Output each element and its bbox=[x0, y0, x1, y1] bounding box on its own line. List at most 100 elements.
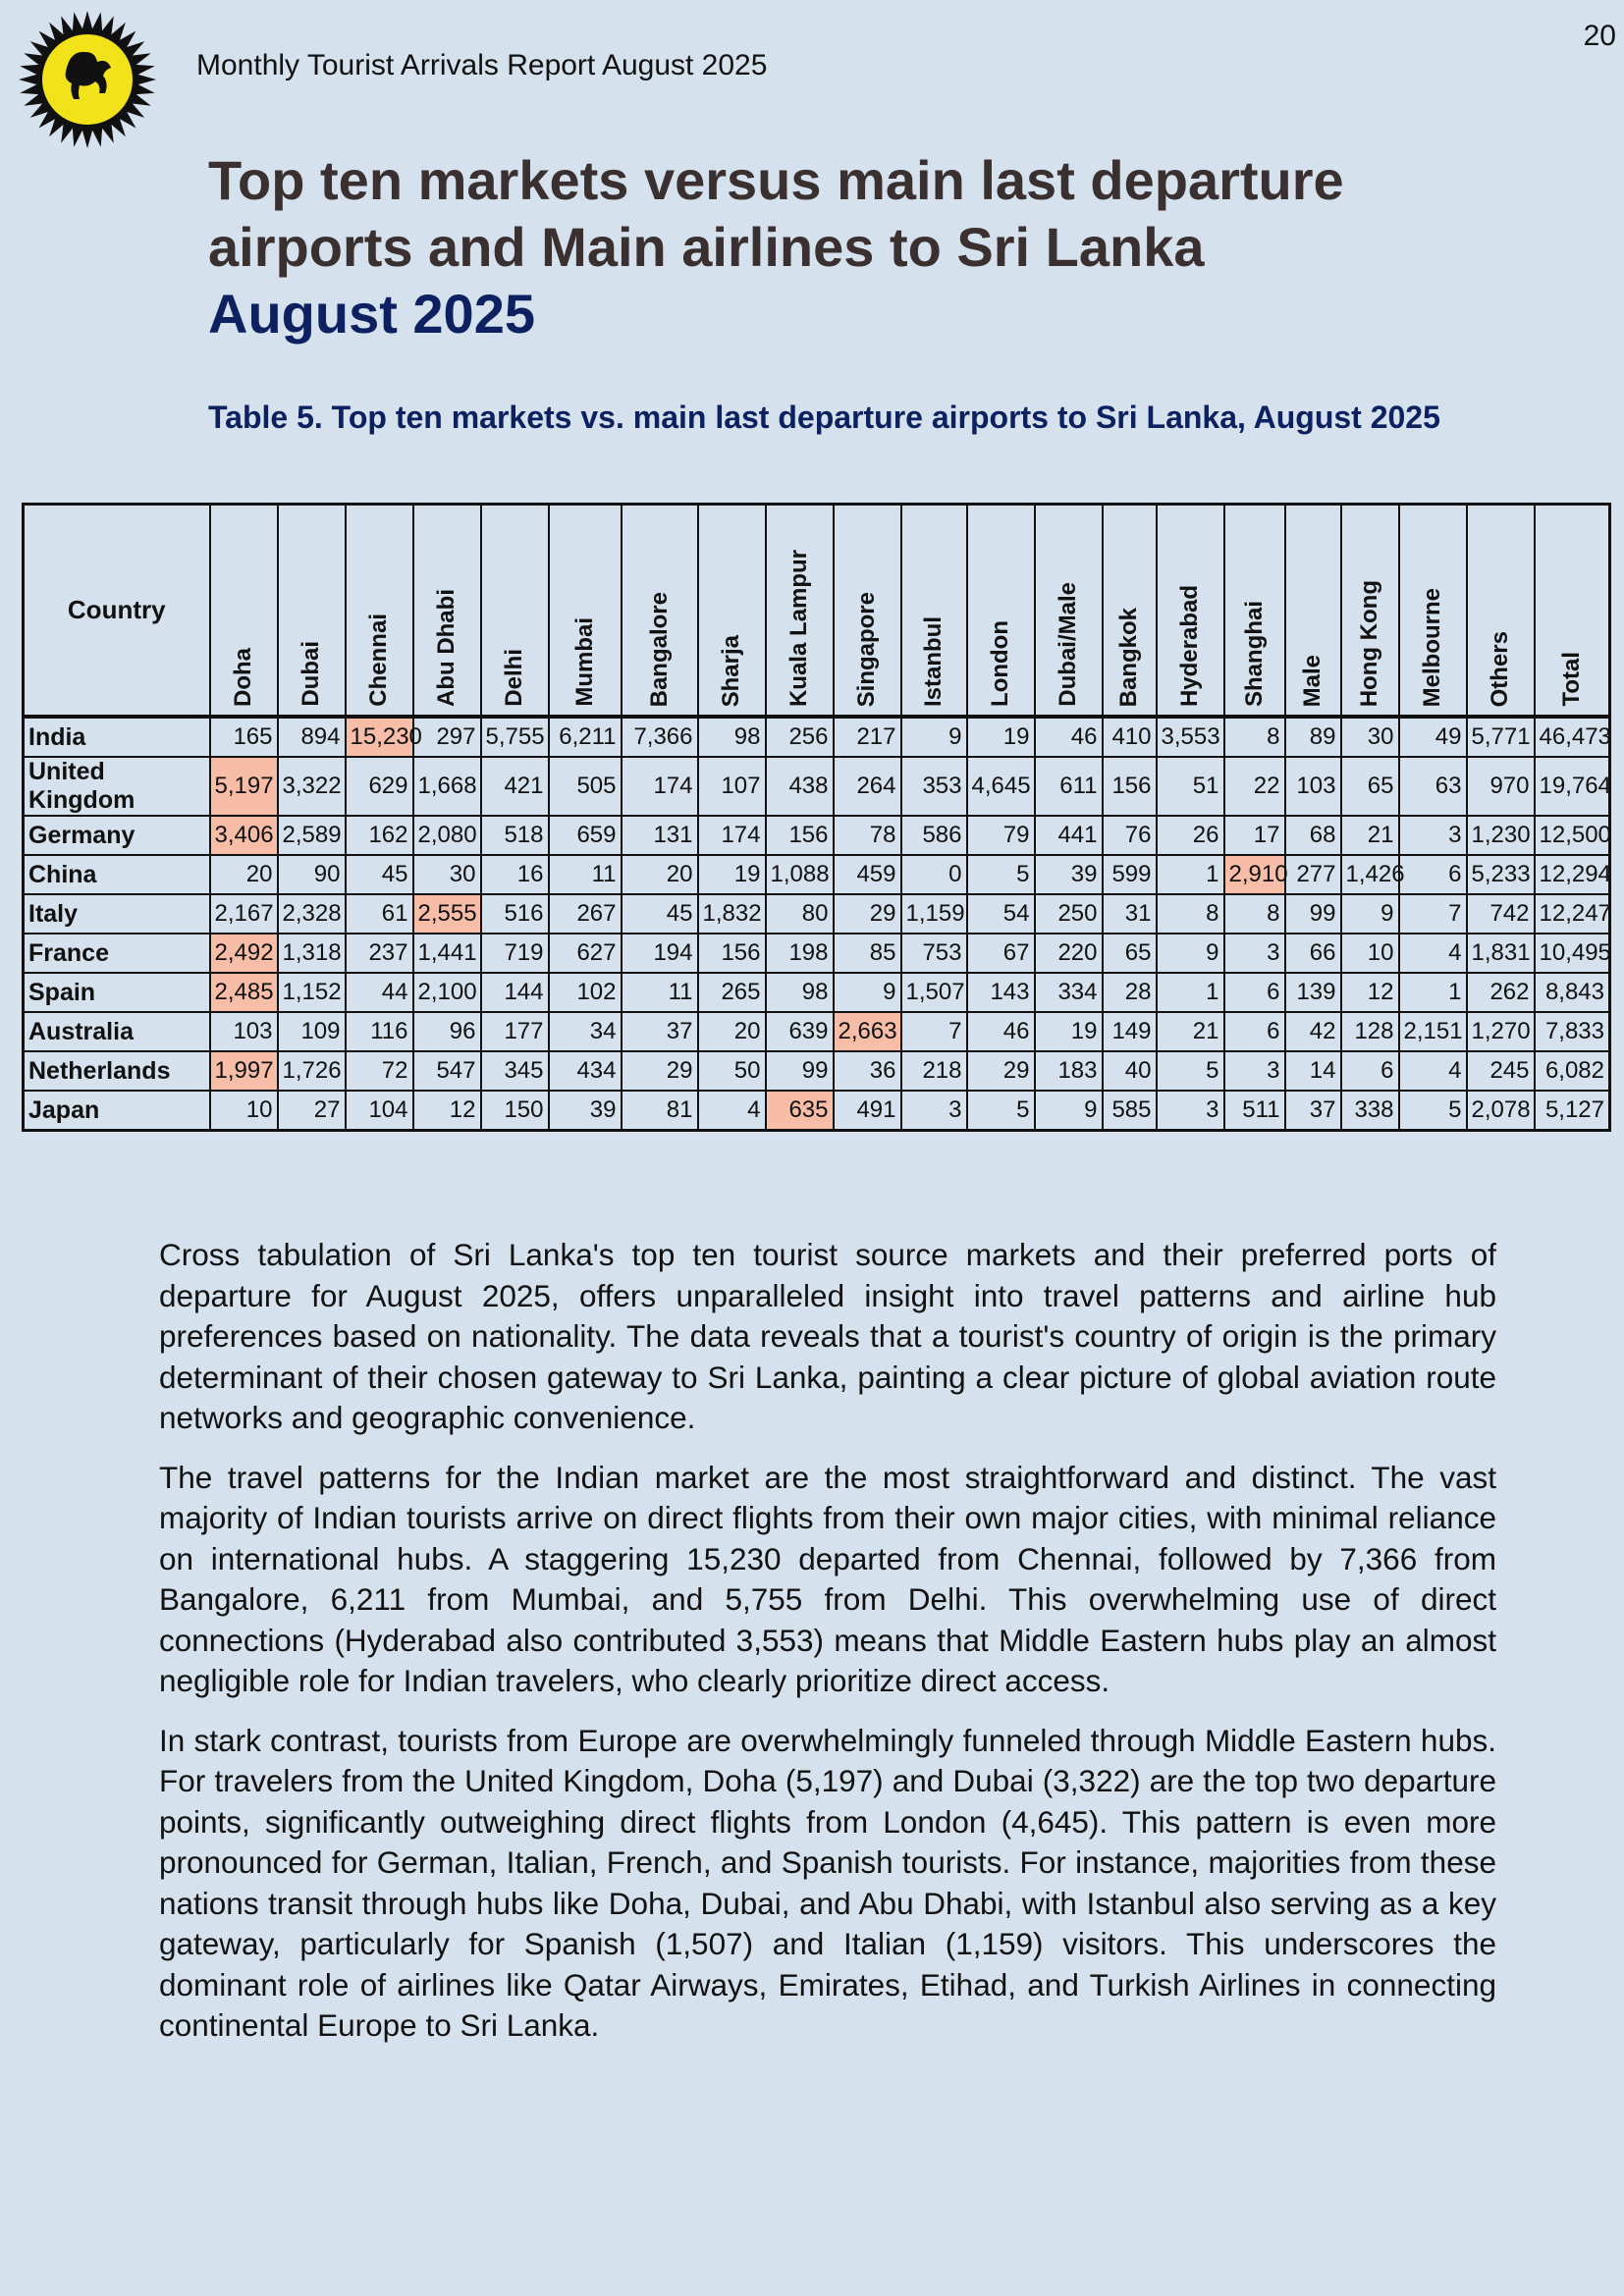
column-header-label: Shanghai bbox=[1240, 600, 1268, 707]
value-cell: 3 bbox=[1222, 933, 1286, 974]
value-cell: 19 bbox=[1033, 1011, 1104, 1052]
column-header: Abu Dhabi bbox=[411, 503, 482, 719]
value-cell: 22 bbox=[1222, 756, 1286, 817]
value-cell: 99 bbox=[764, 1050, 835, 1092]
value-cell: 131 bbox=[620, 815, 699, 856]
value-cell: 3 bbox=[1397, 815, 1468, 856]
value-cell: 50 bbox=[696, 1050, 767, 1092]
table-row: Australia 103 109 116 96 177 34 37 20 639 2,663 7 46… bbox=[22, 1011, 1611, 1052]
value-cell: 177 bbox=[479, 1011, 550, 1052]
value-cell: 51 bbox=[1155, 756, 1225, 817]
column-header: Hong Kong bbox=[1339, 503, 1400, 719]
value-cell: 66 bbox=[1283, 933, 1342, 974]
value-cell: 8,843 bbox=[1533, 972, 1611, 1013]
column-header: Bangkok bbox=[1101, 503, 1158, 719]
column-header: Mumbai bbox=[547, 503, 623, 719]
value-cell: 9 bbox=[1339, 893, 1400, 934]
country-cell: Italy bbox=[22, 893, 211, 934]
value-cell: 297 bbox=[411, 716, 482, 758]
value-cell: 63 bbox=[1397, 756, 1468, 817]
value-cell: 753 bbox=[899, 933, 968, 974]
value-cell: 29 bbox=[620, 1050, 699, 1092]
value-cell: 491 bbox=[832, 1090, 902, 1132]
value-cell: 36 bbox=[832, 1050, 902, 1092]
value-cell: 1,426 bbox=[1339, 854, 1405, 895]
column-header: Singapore bbox=[832, 503, 902, 719]
value-cell: 90 bbox=[276, 854, 347, 895]
column-header-label: Istanbul bbox=[920, 615, 947, 707]
column-header: London bbox=[965, 503, 1036, 719]
value-cell: 2,151 bbox=[1397, 1011, 1468, 1052]
paragraph: Cross tabulation of Sri Lanka's top ten … bbox=[159, 1237, 1496, 1435]
value-cell: 27 bbox=[276, 1090, 347, 1132]
country-cell: France bbox=[22, 933, 211, 974]
value-cell: 96 bbox=[411, 1011, 482, 1052]
value-cell: 46 bbox=[1033, 716, 1104, 758]
value-cell: 5,771 bbox=[1465, 716, 1536, 758]
value-cell: 80 bbox=[764, 893, 835, 934]
table-row: France 2,492 1,318 237 1,441 719 627 194 156 198 8… bbox=[22, 933, 1611, 974]
value-cell: 72 bbox=[344, 1050, 414, 1092]
markets-airports-table: Country Doha Dubai Chennai Abu Dhabi Delhi Mu… bbox=[22, 503, 1611, 1132]
value-cell: 345 bbox=[479, 1050, 550, 1092]
value-cell: 627 bbox=[547, 933, 623, 974]
value-cell: 29 bbox=[832, 893, 902, 934]
column-header: Hyderabad bbox=[1155, 503, 1225, 719]
value-cell: 150 bbox=[479, 1090, 550, 1132]
value-cell: 46,473 bbox=[1533, 716, 1611, 758]
column-header-label: Abu Dhabi bbox=[433, 589, 460, 707]
table-row: Spain 2,485 1,152 44 2,100 144 102 11 265 98 9 1,50… bbox=[22, 972, 1611, 1013]
column-header: Shanghai bbox=[1222, 503, 1286, 719]
value-cell: 2,080 bbox=[411, 815, 482, 856]
column-header-label: Hyderabad bbox=[1176, 584, 1203, 707]
value-cell: 2,492 bbox=[208, 933, 279, 974]
column-header-label: Delhi bbox=[501, 649, 527, 707]
column-header-label: Hong Kong bbox=[1356, 579, 1382, 707]
value-cell: 459 bbox=[832, 854, 902, 895]
table-row: Italy 2,167 2,328 61 2,555 516 267 45 1,832 80 29 1… bbox=[22, 893, 1611, 934]
value-cell: 65 bbox=[1101, 933, 1158, 974]
column-header: Dubai/Male bbox=[1033, 503, 1104, 719]
country-cell: India bbox=[22, 716, 211, 758]
value-cell: 39 bbox=[1033, 854, 1104, 895]
value-cell: 156 bbox=[764, 815, 835, 856]
value-cell: 586 bbox=[899, 815, 968, 856]
value-cell: 1,668 bbox=[411, 756, 482, 817]
value-cell: 16 bbox=[479, 854, 550, 895]
value-cell: 19 bbox=[696, 854, 767, 895]
column-header-label: Male bbox=[1299, 654, 1326, 707]
value-cell: 262 bbox=[1465, 972, 1536, 1013]
value-cell: 68 bbox=[1283, 815, 1342, 856]
value-cell: 438 bbox=[764, 756, 835, 817]
value-cell: 9 bbox=[1033, 1090, 1104, 1132]
report-title: Monthly Tourist Arrivals Report August 2… bbox=[196, 49, 768, 81]
value-cell: 265 bbox=[696, 972, 767, 1013]
value-cell: 5 bbox=[1155, 1050, 1225, 1092]
value-cell: 39 bbox=[547, 1090, 623, 1132]
value-cell: 1,726 bbox=[276, 1050, 347, 1092]
value-cell: 98 bbox=[764, 972, 835, 1013]
value-cell: 1,831 bbox=[1465, 933, 1536, 974]
value-cell: 21 bbox=[1339, 815, 1400, 856]
value-cell: 49 bbox=[1397, 716, 1468, 758]
value-cell: 85 bbox=[832, 933, 902, 974]
value-cell: 4,645 bbox=[965, 756, 1036, 817]
column-header: Kuala Lampur bbox=[764, 503, 835, 719]
value-cell: 81 bbox=[620, 1090, 699, 1132]
value-cell: 102 bbox=[547, 972, 623, 1013]
value-cell: 31 bbox=[1101, 893, 1158, 934]
value-cell: 629 bbox=[344, 756, 414, 817]
value-cell: 12,500 bbox=[1533, 815, 1611, 856]
value-cell: 1,088 bbox=[764, 854, 835, 895]
value-cell: 54 bbox=[965, 893, 1036, 934]
value-cell: 40 bbox=[1101, 1050, 1158, 1092]
value-cell: 165 bbox=[208, 716, 279, 758]
value-cell: 11 bbox=[620, 972, 699, 1013]
value-cell: 5,197 bbox=[208, 756, 279, 817]
value-cell: 174 bbox=[620, 756, 699, 817]
value-cell: 3,406 bbox=[208, 815, 279, 856]
country-cell: United Kingdom bbox=[22, 756, 211, 817]
value-cell: 585 bbox=[1101, 1090, 1158, 1132]
value-cell: 21 bbox=[1155, 1011, 1225, 1052]
value-cell: 104 bbox=[344, 1090, 414, 1132]
